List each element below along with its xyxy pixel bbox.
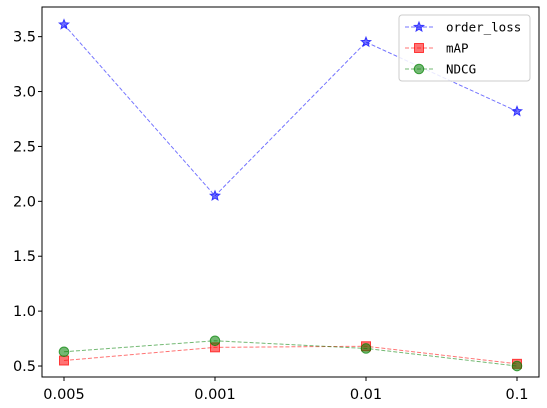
y-axis: 0.5 1.0 1.5 2.0 2.5 3.0 3.5 xyxy=(13,30,42,375)
y-tick-label: 2.0 xyxy=(13,194,36,210)
data-point xyxy=(511,360,523,372)
legend-label: NDCG xyxy=(446,62,476,77)
legend-marker xyxy=(412,20,426,33)
series-line xyxy=(63,345,518,365)
x-tick-label: 0.005 xyxy=(43,387,85,403)
x-axis: 0.005 0.001 0.01 0.1 xyxy=(43,377,529,403)
series-layer xyxy=(57,18,524,372)
data-point xyxy=(360,343,372,354)
x-tick-label: 0.01 xyxy=(350,387,382,403)
legend-marker xyxy=(413,63,425,75)
legend-item: order_loss xyxy=(405,20,521,35)
series-order_loss xyxy=(57,18,524,201)
y-tick-label: 1.5 xyxy=(13,249,36,265)
y-tick-label: 3.5 xyxy=(13,30,36,46)
data-point xyxy=(510,104,524,117)
y-tick-label: 1.0 xyxy=(13,304,36,320)
legend-box xyxy=(398,14,531,82)
data-point xyxy=(209,335,221,347)
x-tick-label: 0.1 xyxy=(505,387,528,403)
series-line xyxy=(63,24,518,197)
data-point xyxy=(208,189,222,201)
series-NDCG xyxy=(58,335,523,372)
data-point xyxy=(58,346,70,358)
legend-marker xyxy=(414,43,424,53)
data-point xyxy=(57,18,71,30)
y-tick-label: 3.0 xyxy=(13,85,36,101)
y-tick-label: 0.5 xyxy=(13,359,36,375)
legend: order_loss mAP NDCG xyxy=(398,14,531,82)
legend-label: order_loss xyxy=(446,20,521,35)
legend-label: mAP xyxy=(446,41,469,56)
series-line xyxy=(63,340,518,367)
x-tick-label: 0.001 xyxy=(194,387,236,403)
y-tick-label: 2.5 xyxy=(13,139,36,155)
data-point xyxy=(359,35,373,48)
legend-item: NDCG xyxy=(405,62,476,77)
data-point xyxy=(59,355,69,366)
legend-item: mAP xyxy=(405,41,469,56)
